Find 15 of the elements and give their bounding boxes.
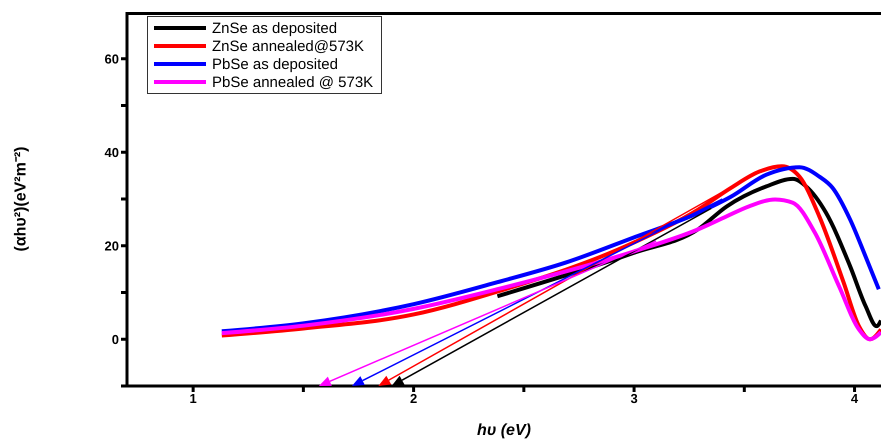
line-series — [220, 197, 881, 342]
x-tick-label: 4 — [850, 391, 859, 406]
x-axis-title: hυ (eV) — [477, 422, 531, 439]
y-tick-label: 40 — [104, 144, 119, 160]
x-tick-label: 3 — [630, 391, 638, 406]
legend-label: ZnSe as deposited — [212, 20, 338, 36]
y-axis-title: (αhυ²)(eV²m⁻²) — [12, 146, 30, 252]
y-tick-label: 60 — [104, 51, 119, 66]
y-tick-label: 0 — [112, 332, 119, 347]
x-tick-label: 2 — [410, 391, 418, 406]
legend-label: PbSe as deposited — [212, 56, 338, 72]
legend-label: ZnSe annealed@573K — [212, 38, 364, 54]
y-tick-label: 20 — [104, 238, 119, 254]
x-tick-label: 1 — [190, 391, 197, 406]
legend-label: PbSe annealed @ 573K — [212, 74, 374, 90]
